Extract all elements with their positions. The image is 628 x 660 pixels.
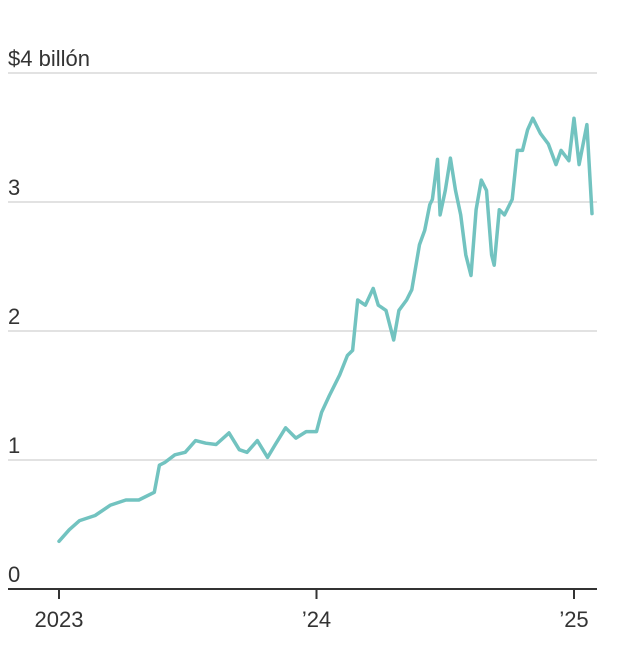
series-line-0 <box>57 116 594 544</box>
x-tick-label: ’24 <box>302 607 331 632</box>
y-tick-label: 1 <box>8 433 20 458</box>
y-tick-label: 0 <box>8 562 20 587</box>
series <box>57 116 594 544</box>
gridlines <box>8 72 597 461</box>
y-tick-label: 3 <box>8 175 20 200</box>
y-tick-label: $4 billón <box>8 46 90 71</box>
x-tick-label: 2023 <box>35 607 84 632</box>
y-tick-label: 2 <box>8 304 20 329</box>
x-axis-ticks: 2023 ’24 ’25 <box>35 589 589 632</box>
x-tick-label: ’25 <box>559 607 588 632</box>
y-axis-labels: $4 billón 3 2 1 0 <box>8 46 90 587</box>
